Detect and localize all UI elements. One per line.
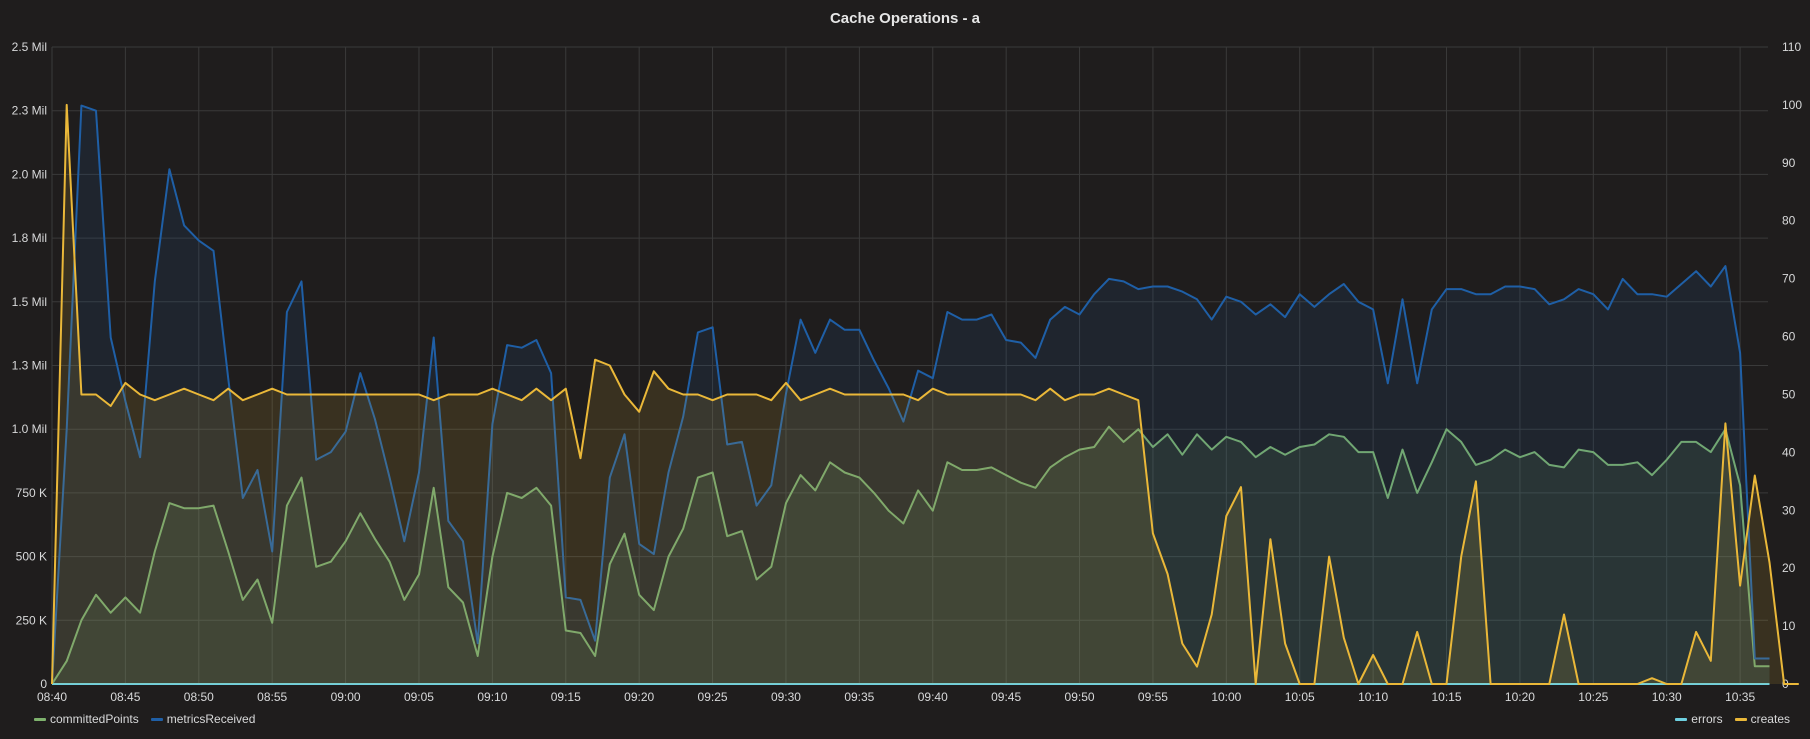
- x-axis-tick-label: 10:05: [1285, 690, 1315, 704]
- legend-label: creates: [1750, 712, 1790, 726]
- legend-item-metricsreceived[interactable]: metricsReceived: [150, 712, 256, 726]
- left-axis-tick-label: 2.5 Mil: [12, 40, 47, 54]
- x-axis-tick-label: 10:30: [1652, 690, 1682, 704]
- legend-swatch: [1675, 717, 1688, 721]
- series-line-committedpoints: [51, 425, 1770, 685]
- x-axis-tick-label: 09:05: [404, 690, 434, 704]
- left-axis-tick-label: 2.3 Mil: [12, 104, 47, 118]
- x-axis-tick-label: 10:10: [1358, 690, 1388, 704]
- legend-swatch: [150, 717, 163, 721]
- legend-label: metricsReceived: [166, 712, 256, 726]
- x-axis-tick-label: 09:20: [624, 690, 654, 704]
- legend-left: committedPoints metricsReceived: [34, 712, 255, 726]
- right-axis-tick-label: 20: [1782, 561, 1796, 575]
- x-axis-tick-label: 10:25: [1578, 690, 1608, 704]
- legend-swatch: [1734, 717, 1747, 721]
- left-axis-tick-label: 1.0 Mil: [12, 422, 47, 436]
- x-axis-tick-label: 09:30: [771, 690, 801, 704]
- right-axis-tick-label: 60: [1782, 330, 1796, 344]
- left-axis-tick-label: 1.8 Mil: [12, 231, 47, 245]
- x-axis-tick-label: 10:35: [1725, 690, 1755, 704]
- right-axis-tick-label: 70: [1782, 272, 1796, 286]
- legend-item-committedpoints[interactable]: committedPoints: [34, 712, 139, 726]
- right-axis-tick-label: 30: [1782, 503, 1796, 517]
- x-axis-tick-label: 10:15: [1432, 690, 1462, 704]
- x-axis-tick-label: 09:00: [331, 690, 361, 704]
- chart-title[interactable]: Cache Operations - a: [829, 10, 981, 27]
- x-axis-tick-label: 09:55: [1138, 690, 1168, 704]
- left-axis-tick-label: 2.0 Mil: [12, 167, 47, 181]
- left-axis-tick-label: 500 K: [16, 550, 47, 564]
- left-axis-tick-label: 250 K: [16, 613, 47, 627]
- legend-item-creates[interactable]: creates: [1734, 712, 1790, 726]
- x-axis-tick-label: 10:20: [1505, 690, 1535, 704]
- left-axis-tick-label: 750 K: [16, 486, 47, 500]
- x-axis-tick-label: 09:45: [991, 690, 1021, 704]
- x-axis-tick-label: 09:25: [698, 690, 728, 704]
- legend-item-errors[interactable]: errors: [1675, 712, 1723, 726]
- right-axis-tick-label: 80: [1782, 214, 1796, 228]
- x-axis-tick-label: 08:40: [37, 690, 67, 704]
- right-axis-tick-label: 90: [1782, 156, 1796, 170]
- right-axis-tick-label: 40: [1782, 445, 1796, 459]
- legend-swatch: [34, 717, 46, 721]
- series-line-metricsreceived: [51, 104, 1770, 685]
- x-axis-tick-label: 09:10: [477, 690, 507, 704]
- right-axis-tick-label: 110: [1782, 40, 1801, 54]
- x-axis-tick-label: 09:35: [844, 690, 874, 704]
- left-axis-tick-label: 0: [40, 677, 47, 691]
- series-line-creates: [51, 103, 1799, 685]
- x-axis-tick-label: 09:15: [551, 690, 581, 704]
- x-axis-tick-label: 08:55: [257, 690, 287, 704]
- x-axis-tick-label: 08:45: [110, 690, 140, 704]
- x-axis-tick-label: 08:50: [184, 690, 214, 704]
- x-axis-tick-label: 10:00: [1211, 690, 1241, 704]
- x-axis-tick-label: 09:40: [918, 690, 948, 704]
- right-axis-tick-label: 50: [1782, 387, 1796, 401]
- right-axis-tick-label: 100: [1782, 98, 1802, 112]
- x-axis-tick-label: 09:50: [1065, 690, 1095, 704]
- series-area-creates: [52, 104, 1799, 684]
- right-axis-tick-label: 10: [1782, 619, 1796, 633]
- legend-right: errors creates: [1675, 712, 1790, 726]
- series-area-metricsreceived: [52, 105, 1770, 685]
- legend-label: errors: [1691, 712, 1723, 726]
- legend-label: committedPoints: [50, 712, 139, 726]
- left-axis-tick-label: 1.5 Mil: [12, 295, 47, 309]
- left-axis-tick-label: 1.3 Mil: [12, 359, 47, 373]
